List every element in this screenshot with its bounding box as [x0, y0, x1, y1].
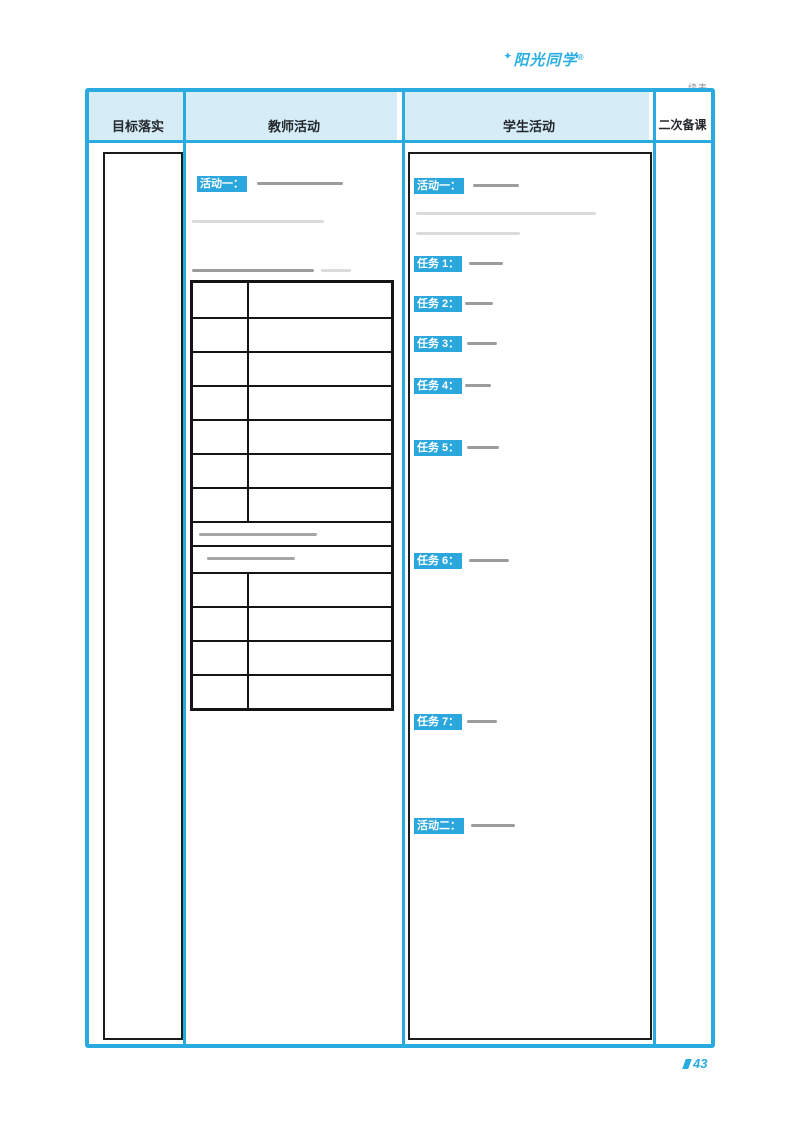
faded-text-line [416, 232, 520, 235]
grid-merged-row [193, 545, 391, 572]
faded-text-line [321, 269, 351, 272]
grid-row [193, 419, 391, 453]
grid-row [193, 351, 391, 385]
brand-logo: ✦阳光同学® [504, 49, 584, 70]
header-divider-line [89, 140, 711, 143]
faded-text-line [465, 302, 493, 305]
student-chip-task-5: 任务 5： [414, 440, 463, 456]
faded-text-line [469, 262, 503, 265]
registered-mark: ® [577, 53, 585, 62]
brand-logo-text: 阳光同学 [513, 52, 578, 69]
column-divider-2 [402, 92, 405, 1044]
grid-merged-row [193, 521, 391, 545]
student-chip-task-7: 任务 7： [414, 714, 463, 730]
student-chip-activity-2: 活动二： [414, 818, 464, 834]
grid-row [193, 317, 391, 351]
header-second-prep: 二次备课 [658, 118, 707, 132]
student-chip-task-6: 任务 6： [414, 553, 463, 569]
faded-text-line [465, 384, 491, 387]
grid-row [193, 487, 391, 521]
student-column-box [408, 152, 652, 1040]
student-chip-activity-1: 活动一： [414, 178, 464, 194]
column-divider-1 [183, 92, 186, 1044]
grid-row [193, 572, 391, 606]
header-teacher: 教师活动 [267, 119, 320, 134]
header-band-right [403, 92, 649, 140]
grid-row [193, 385, 391, 419]
grid-row [193, 674, 391, 708]
header-goal: 目标落实 [111, 119, 164, 134]
column-divider-3 [653, 92, 656, 1044]
faded-text-line [467, 342, 497, 345]
goal-column-box [103, 152, 183, 1040]
faded-text-line [471, 824, 515, 827]
page-number-tick-icon [682, 1059, 692, 1069]
faded-text-line [469, 559, 509, 562]
lesson-plan-table: 目标落实 教师活动 学生活动 二次备课 活动一： [85, 88, 715, 1048]
faded-text-line [257, 182, 343, 185]
student-chip-task-2: 任务 2： [414, 296, 463, 312]
faded-text-line [192, 220, 324, 223]
page-number-text: 43 [693, 1056, 708, 1071]
sparkle-icon: ✦ [504, 51, 513, 61]
faded-text-line [192, 269, 314, 272]
student-chip-task-4: 任务 4： [414, 378, 463, 394]
faded-text-line [416, 212, 596, 215]
faded-text-line [467, 446, 499, 449]
header-band-left [89, 92, 397, 140]
teacher-activity-chip: 活动一： [197, 176, 247, 192]
student-chip-task-3: 任务 3： [414, 336, 463, 352]
page-number: 43 [682, 1056, 708, 1071]
faded-text-line [473, 184, 519, 187]
faded-text-line [467, 720, 497, 723]
teacher-grid-table [190, 280, 394, 711]
grid-row [193, 453, 391, 487]
grid-row [193, 606, 391, 640]
grid-row [193, 640, 391, 674]
grid-row [193, 283, 391, 317]
student-chip-task-1: 任务 1： [414, 256, 463, 272]
header-student: 学生活动 [502, 119, 555, 134]
